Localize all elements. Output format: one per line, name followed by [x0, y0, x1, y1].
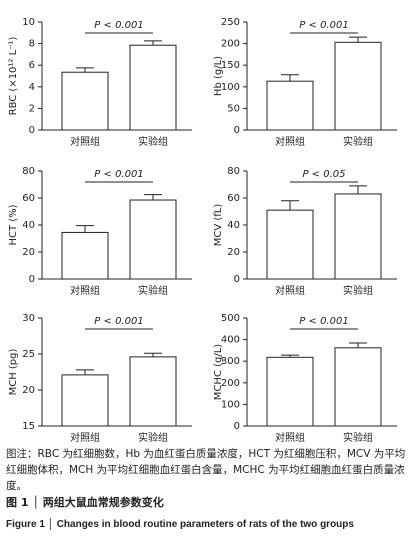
y-tick-label: 80	[227, 166, 240, 177]
significance-label: P < 0.001	[94, 316, 143, 327]
y-tick-label: 300	[221, 356, 240, 367]
y-tick-label: 50	[227, 103, 240, 114]
caption-title-cn: 图 1 │ 两组大鼠血常规参数变化	[6, 496, 164, 509]
bar	[61, 71, 109, 131]
bar	[129, 44, 177, 131]
y-tick-label: 20	[227, 247, 240, 258]
y-tick-label: 0	[29, 274, 35, 285]
y-axis-label: RBC (×10¹² L⁻¹)	[8, 37, 19, 116]
y-tick-label: 8	[29, 39, 35, 50]
y-tick-label: 250	[221, 17, 240, 28]
y-tick-label: 4	[29, 82, 35, 93]
bar	[266, 356, 314, 427]
significance-label: P < 0.001	[94, 20, 143, 31]
x-tick-label: 实验组	[138, 284, 168, 297]
significance-label: P < 0.05	[302, 169, 345, 180]
bar	[266, 80, 314, 131]
y-tick-label: 60	[22, 193, 35, 204]
y-tick-label: 40	[227, 220, 240, 231]
x-tick-label: 实验组	[343, 431, 373, 444]
y-tick-label: 2	[29, 103, 35, 114]
caption-note: 图注：RBC 为红细胞数，Hb 为血红蛋白质量浓度，HCT 为红细胞压积，MCV…	[6, 448, 406, 492]
y-tick-label: 25	[22, 349, 35, 360]
x-tick-label: 对照组	[70, 135, 100, 148]
y-tick-label: 15	[22, 421, 35, 432]
x-tick-label: 实验组	[138, 431, 168, 444]
y-tick-label: 200	[221, 378, 240, 389]
y-tick-label: 0	[234, 125, 240, 136]
y-tick-label: 0	[29, 125, 35, 136]
bar	[334, 193, 382, 280]
x-tick-label: 实验组	[138, 135, 168, 148]
y-tick-label: 40	[22, 220, 35, 231]
bar	[129, 356, 177, 427]
y-tick-label: 20	[22, 385, 35, 396]
bar	[129, 199, 177, 280]
y-tick-label: 150	[221, 60, 240, 71]
y-axis-label: Hb (g/L)	[213, 56, 224, 96]
significance-label: P < 0.001	[94, 169, 143, 180]
y-tick-label: 10	[22, 17, 35, 28]
y-tick-label: 400	[221, 335, 240, 346]
y-tick-label: 80	[22, 166, 35, 177]
x-tick-label: 对照组	[70, 431, 100, 444]
x-tick-label: 对照组	[70, 284, 100, 297]
bar	[61, 374, 109, 427]
y-tick-label: 100	[221, 399, 240, 410]
x-tick-label: 实验组	[343, 284, 373, 297]
bar	[334, 41, 382, 131]
y-tick-label: 6	[29, 60, 35, 71]
bar	[334, 347, 382, 427]
x-tick-label: 实验组	[343, 135, 373, 148]
y-tick-label: 100	[221, 82, 240, 93]
y-axis-label: MCV (fL)	[213, 204, 224, 247]
y-tick-label: 60	[227, 193, 240, 204]
y-tick-label: 0	[234, 274, 240, 285]
x-tick-label: 对照组	[275, 135, 305, 148]
y-tick-label: 20	[22, 247, 35, 258]
x-tick-label: 对照组	[275, 284, 305, 297]
significance-label: P < 0.001	[299, 316, 348, 327]
y-axis-label: HCT (%)	[8, 204, 19, 245]
significance-label: P < 0.001	[299, 20, 348, 31]
y-tick-label: 200	[221, 39, 240, 50]
y-tick-label: 30	[22, 313, 35, 324]
y-tick-label: 500	[221, 313, 240, 324]
y-axis-label: MCHC (g/L)	[213, 344, 224, 400]
y-tick-label: 0	[234, 421, 240, 432]
caption-title-en: Figure 1 │ Changes in blood routine para…	[6, 519, 354, 530]
x-tick-label: 对照组	[275, 431, 305, 444]
bar	[266, 209, 314, 280]
y-axis-label: MCH (pg)	[8, 349, 19, 396]
bar	[61, 231, 109, 280]
